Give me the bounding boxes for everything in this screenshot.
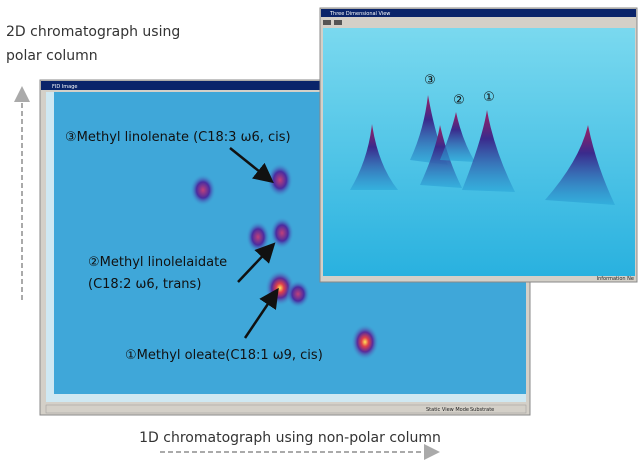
axis-label: 2D chromatograph using [6, 24, 180, 40]
status-text: Information Ne [597, 276, 634, 282]
annotation-arrow [237, 242, 276, 283]
annotation-arrow [229, 147, 274, 184]
annotation: ③Methyl linolenate (C18:3 ω6, cis) [65, 130, 291, 145]
annotation: (C18:2 ω6, trans) [88, 277, 201, 292]
annotation: ①Methyl oleate(C18:1 ω9, cis) [125, 348, 323, 363]
annotation-arrow [243, 287, 279, 339]
status-text: Static View Mode [426, 407, 469, 413]
annotation: ②Methyl linolelaidate [88, 255, 227, 270]
window-title: Three Dimensional View [329, 11, 390, 17]
status-text: Substrate [470, 407, 494, 413]
axis-label: 1D chromatograph using non-polar column [139, 430, 441, 446]
axis-label: polar column [6, 48, 98, 64]
peak-label: ③ [424, 73, 436, 88]
peak-label: ① [483, 90, 495, 105]
window-title: FID Image [52, 84, 77, 90]
peak-label: ② [453, 93, 465, 108]
view-3d-window: Three Dimensional View ③ ② ① Information… [319, 7, 638, 283]
